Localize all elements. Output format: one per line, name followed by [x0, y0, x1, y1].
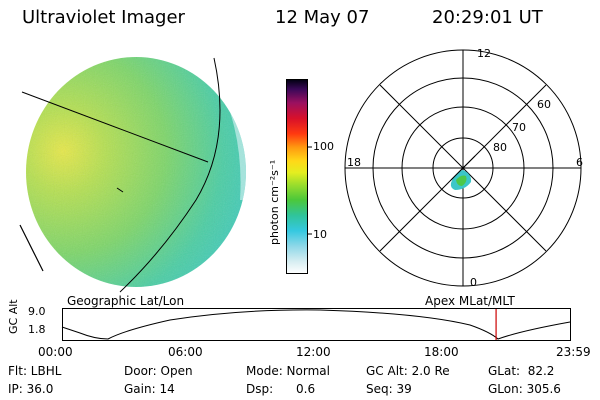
observation-date: 12 May 07 — [275, 7, 370, 28]
status-door: Door: Open — [124, 364, 193, 378]
polar-lat-label-80: 80 — [493, 141, 507, 154]
time-label-2359: 23:59 — [556, 345, 591, 359]
polar-label-0: 0 — [470, 276, 477, 289]
instrument-title: Ultraviolet Imager — [22, 7, 185, 28]
polar-label-18: 18 — [347, 156, 361, 169]
polar-label-12: 12 — [477, 47, 491, 60]
status-seq: Seq: 39 — [366, 382, 412, 396]
apex-label: Apex MLat/MLT — [425, 294, 515, 308]
polar-lat-label-70: 70 — [512, 121, 526, 134]
status-filter: Flt: LBHL — [8, 364, 62, 378]
time-label-0000: 00:00 — [38, 345, 73, 359]
intensity-colorbar — [286, 79, 312, 274]
geographic-label: Geographic Lat/Lon — [67, 294, 185, 308]
status-ip: IP: 36.0 — [8, 382, 54, 396]
time-label-1800: 18:00 — [424, 345, 459, 359]
altitude-min-label: 1.8 — [28, 323, 46, 336]
status-gc-alt: GC Alt: 2.0 Re — [366, 364, 450, 378]
altitude-max-label: 9.0 — [28, 305, 46, 318]
status-glon: GLon: 305.6 — [488, 382, 561, 396]
colorbar-tick-100: 100 — [313, 140, 334, 153]
status-gain: Gain: 14 — [124, 382, 175, 396]
colorbar-tick-10: 10 — [313, 228, 327, 241]
time-label-0600: 06:00 — [168, 345, 203, 359]
time-label-1200: 12:00 — [296, 345, 331, 359]
status-mode: Mode: Normal — [246, 364, 330, 378]
status-dsp: Dsp: 0.6 — [246, 382, 316, 396]
status-glat: GLat: 82.2 — [488, 364, 555, 378]
polar-lat-label-60: 60 — [537, 98, 551, 111]
observation-time: 20:29:01 UT — [432, 7, 543, 28]
polar-label-6: 6 — [576, 156, 583, 169]
